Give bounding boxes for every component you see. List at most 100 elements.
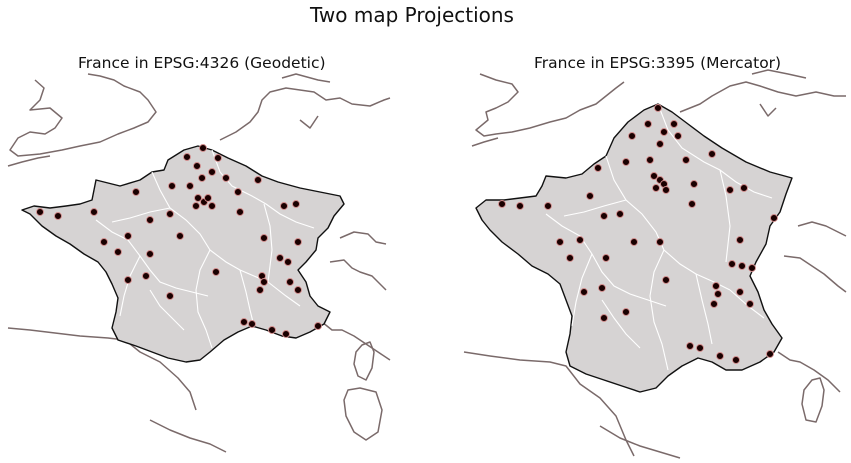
city-marker: [746, 300, 754, 308]
city-marker: [556, 238, 564, 246]
france-outline-geodetic: [21, 145, 345, 363]
coastline-england-west: [471, 137, 499, 147]
coastline-iberia: [463, 351, 635, 457]
city-marker: [284, 258, 292, 266]
city-marker: [214, 154, 222, 162]
city-marker: [630, 238, 638, 246]
city-marker: [708, 150, 716, 158]
city-marker: [254, 176, 262, 184]
city-marker: [696, 344, 704, 352]
coastline-north-sea: [679, 81, 846, 113]
city-marker: [646, 156, 654, 164]
coastline-scandinavia: [281, 73, 331, 129]
city-marker: [656, 238, 664, 246]
coastline-corsica: [801, 377, 825, 423]
city-marker: [260, 278, 268, 286]
city-marker: [766, 350, 774, 358]
city-marker: [36, 208, 44, 216]
city-marker: [294, 238, 302, 246]
coastline-italy: [777, 221, 847, 393]
city-marker: [736, 288, 744, 296]
city-marker: [54, 212, 62, 220]
coastline-south: [599, 425, 681, 459]
coastline-england-west: [7, 155, 51, 167]
city-marker: [690, 180, 698, 188]
city-marker: [644, 120, 652, 128]
cities-geodetic: [36, 144, 322, 338]
city-marker: [212, 268, 220, 276]
city-marker: [544, 202, 552, 210]
city-marker: [208, 202, 216, 210]
city-marker: [616, 210, 624, 218]
city-marker: [670, 120, 678, 128]
city-marker: [748, 264, 756, 272]
city-marker: [146, 216, 154, 224]
city-marker: [166, 210, 174, 218]
city-marker: [192, 202, 200, 210]
coastline-north-sea: [219, 87, 391, 141]
city-marker: [576, 236, 584, 244]
city-marker: [688, 200, 696, 208]
coastline-scandinavia: [751, 69, 807, 117]
city-marker: [662, 186, 670, 194]
map-geodetic: [7, 73, 391, 453]
cities-mercator: [498, 104, 778, 364]
city-marker: [728, 260, 736, 268]
city-marker: [194, 194, 202, 202]
region-borders-geodetic: [95, 149, 315, 349]
coastline-england: [475, 73, 625, 137]
coastline-england: [9, 73, 157, 157]
city-marker: [740, 184, 748, 192]
city-marker: [124, 276, 132, 284]
city-marker: [222, 174, 230, 182]
city-marker: [600, 212, 608, 220]
city-marker: [146, 250, 154, 258]
city-marker: [650, 172, 658, 180]
city-marker: [654, 104, 662, 112]
city-marker: [282, 330, 290, 338]
city-marker: [580, 288, 588, 296]
city-marker: [183, 153, 191, 161]
city-marker: [516, 202, 524, 210]
city-marker: [602, 254, 610, 262]
panel-title-geodetic: France in EPSG:4326 (Geodetic): [78, 54, 326, 72]
city-marker: [662, 276, 670, 284]
city-marker: [566, 254, 574, 262]
panel-title-mercator: France in EPSG:3395 (Mercator): [534, 54, 782, 72]
city-marker: [186, 182, 194, 190]
city-marker: [240, 318, 248, 326]
city-marker: [204, 194, 212, 202]
city-marker: [193, 162, 201, 170]
city-marker: [142, 272, 150, 280]
city-marker: [208, 168, 216, 176]
france-outline-mercator: [475, 103, 793, 393]
city-marker: [256, 286, 264, 294]
city-marker: [656, 140, 664, 148]
city-marker: [280, 202, 288, 210]
city-marker: [168, 182, 176, 190]
coastline-south: [149, 419, 227, 453]
city-marker: [314, 322, 322, 330]
map-mercator: [463, 69, 847, 459]
city-marker: [199, 144, 207, 152]
city-marker: [600, 314, 608, 322]
city-marker: [622, 308, 630, 316]
city-marker: [598, 284, 606, 292]
city-marker: [686, 342, 694, 350]
coastline-sardinia: [343, 387, 383, 441]
city-marker: [124, 232, 132, 240]
city-marker: [714, 290, 722, 298]
city-marker: [674, 132, 682, 140]
city-marker: [260, 234, 268, 242]
city-marker: [716, 352, 724, 360]
city-marker: [594, 164, 602, 172]
city-marker: [682, 156, 690, 164]
city-marker: [726, 186, 734, 194]
coastline-corsica: [353, 341, 375, 381]
city-marker: [710, 300, 718, 308]
city-marker: [114, 248, 122, 256]
city-marker: [628, 132, 636, 140]
city-marker: [770, 214, 778, 222]
city-marker: [286, 278, 294, 286]
